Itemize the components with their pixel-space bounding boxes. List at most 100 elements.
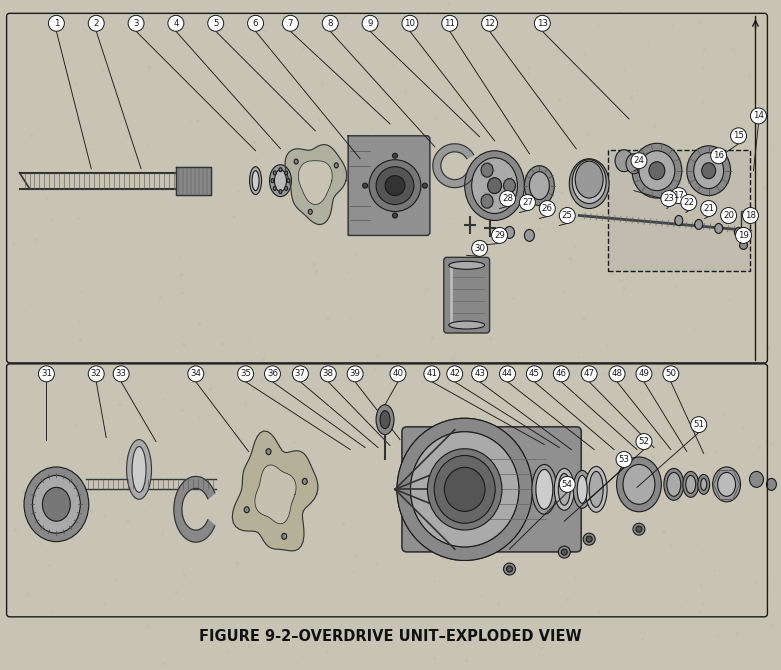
Ellipse shape [279, 190, 282, 194]
Circle shape [472, 241, 487, 257]
Polygon shape [298, 161, 332, 204]
Ellipse shape [504, 563, 515, 575]
Ellipse shape [397, 418, 533, 561]
Text: 51: 51 [694, 420, 704, 429]
Ellipse shape [397, 418, 533, 561]
Ellipse shape [555, 468, 574, 511]
Circle shape [671, 188, 686, 204]
Ellipse shape [282, 533, 287, 539]
Ellipse shape [577, 476, 587, 503]
Ellipse shape [587, 536, 592, 542]
Circle shape [128, 15, 144, 31]
Text: 27: 27 [522, 198, 533, 207]
Text: 34: 34 [191, 369, 201, 379]
Text: 31: 31 [41, 369, 52, 379]
Ellipse shape [284, 171, 287, 175]
Ellipse shape [273, 171, 276, 175]
Text: 42: 42 [449, 369, 460, 379]
Text: 14: 14 [753, 111, 764, 121]
Text: 24: 24 [633, 156, 644, 165]
Circle shape [500, 190, 515, 206]
Ellipse shape [695, 220, 703, 229]
Circle shape [661, 190, 677, 206]
Text: 3: 3 [134, 19, 139, 27]
Ellipse shape [284, 186, 287, 190]
Ellipse shape [427, 449, 502, 530]
Ellipse shape [481, 163, 493, 177]
Circle shape [553, 366, 569, 382]
Ellipse shape [465, 151, 525, 220]
Text: 1: 1 [54, 19, 59, 27]
Circle shape [736, 227, 751, 243]
Text: 32: 32 [91, 369, 102, 379]
Circle shape [362, 15, 378, 31]
Polygon shape [176, 167, 211, 194]
Circle shape [690, 417, 707, 433]
Ellipse shape [697, 474, 710, 494]
Ellipse shape [507, 566, 512, 572]
Text: 4: 4 [173, 19, 179, 27]
Ellipse shape [718, 472, 736, 496]
Ellipse shape [505, 226, 515, 239]
Polygon shape [285, 145, 347, 224]
Ellipse shape [244, 507, 249, 513]
Ellipse shape [639, 151, 675, 190]
Text: 37: 37 [295, 369, 306, 379]
Ellipse shape [274, 170, 287, 192]
Ellipse shape [573, 470, 591, 509]
Text: 39: 39 [350, 369, 361, 379]
Polygon shape [433, 144, 474, 188]
Ellipse shape [42, 487, 70, 521]
Circle shape [711, 148, 726, 163]
Ellipse shape [623, 464, 655, 505]
Text: 13: 13 [537, 19, 547, 27]
Ellipse shape [712, 467, 740, 502]
Text: 11: 11 [444, 19, 455, 27]
Ellipse shape [675, 216, 683, 226]
Ellipse shape [615, 150, 633, 172]
Ellipse shape [385, 176, 405, 196]
Text: 49: 49 [639, 369, 649, 379]
Ellipse shape [735, 227, 743, 237]
Ellipse shape [487, 178, 501, 194]
FancyBboxPatch shape [402, 427, 581, 552]
Circle shape [402, 15, 418, 31]
Text: 46: 46 [556, 369, 567, 379]
Ellipse shape [683, 472, 699, 497]
Text: 19: 19 [738, 231, 749, 240]
Circle shape [751, 108, 766, 124]
Text: 43: 43 [474, 369, 485, 379]
Text: 16: 16 [713, 151, 724, 160]
Text: 35: 35 [240, 369, 251, 379]
Text: 17: 17 [673, 191, 684, 200]
Circle shape [559, 208, 576, 224]
Circle shape [701, 200, 717, 216]
Polygon shape [232, 431, 318, 551]
Ellipse shape [302, 478, 307, 484]
Circle shape [631, 153, 647, 169]
Ellipse shape [376, 167, 414, 204]
Ellipse shape [569, 159, 609, 208]
Text: 12: 12 [484, 19, 495, 27]
Ellipse shape [294, 159, 298, 164]
Text: 53: 53 [619, 455, 629, 464]
Circle shape [348, 366, 363, 382]
Circle shape [292, 366, 308, 382]
Circle shape [636, 366, 652, 382]
Ellipse shape [250, 167, 262, 194]
Text: 15: 15 [733, 131, 744, 140]
Ellipse shape [637, 157, 651, 176]
Text: 7: 7 [287, 19, 293, 27]
Ellipse shape [444, 468, 485, 511]
Circle shape [320, 366, 337, 382]
Ellipse shape [649, 161, 665, 180]
Circle shape [283, 15, 298, 31]
Text: 48: 48 [612, 369, 622, 379]
Ellipse shape [449, 261, 484, 269]
Ellipse shape [525, 165, 555, 206]
Circle shape [540, 200, 555, 216]
Ellipse shape [269, 165, 291, 196]
Ellipse shape [536, 470, 553, 509]
Text: 25: 25 [562, 211, 572, 220]
Ellipse shape [273, 186, 276, 190]
